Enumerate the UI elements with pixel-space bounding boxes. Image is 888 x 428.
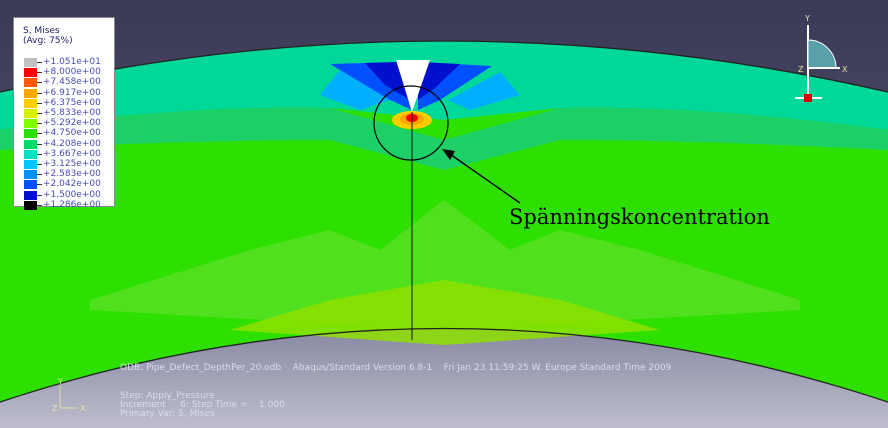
view-triad-icon[interactable]: Y X Z bbox=[790, 10, 850, 110]
legend-tick bbox=[37, 184, 42, 186]
primary-var-line: Primary Var: S, Mises bbox=[120, 409, 215, 419]
legend-swatch bbox=[24, 88, 37, 98]
small-triad-z: Z bbox=[52, 404, 58, 413]
legend-value: +8.000e+00 bbox=[43, 67, 101, 78]
legend-swatch bbox=[24, 190, 37, 200]
legend-value: +6.917e+00 bbox=[43, 87, 101, 98]
legend-swatch bbox=[24, 68, 37, 78]
legend-tick bbox=[37, 113, 42, 114]
annotation-arrowhead bbox=[442, 149, 455, 160]
legend-tick bbox=[37, 133, 42, 135]
legend-swatch bbox=[24, 98, 37, 108]
pipe-inner-edge bbox=[0, 327, 888, 403]
legend-subtitle: (Avg: 75%) bbox=[23, 36, 73, 46]
legend-swatch bbox=[24, 170, 37, 180]
legend-title: S, Mises bbox=[23, 26, 60, 36]
legend-value: +2.583e+00 bbox=[43, 169, 101, 180]
odb-info: ODB: Pipe_Defect_DepthPer_20.odb Abaqus/… bbox=[120, 363, 672, 373]
legend-swatch bbox=[24, 139, 37, 149]
legend-swatch bbox=[24, 78, 37, 88]
stress-zone-green-2 bbox=[230, 280, 660, 345]
legend-tick bbox=[37, 62, 42, 63]
notch-cyan-left bbox=[320, 70, 390, 110]
legend-tick bbox=[37, 174, 42, 176]
legend-swatch bbox=[24, 109, 37, 118]
legend-tick bbox=[37, 143, 42, 145]
legend-value: +4.750e+00 bbox=[43, 128, 101, 139]
concentration-circle bbox=[373, 85, 449, 161]
legend-swatch bbox=[24, 58, 37, 67]
legend-tick bbox=[37, 102, 42, 104]
legend-value: +7.458e+00 bbox=[43, 77, 101, 88]
legend-swatch bbox=[24, 160, 37, 169]
legend-value: +5.292e+00 bbox=[43, 118, 101, 129]
small-triad-x: X bbox=[80, 404, 86, 413]
pipe-outer-edge bbox=[0, 40, 888, 93]
legend-value: +5.833e+00 bbox=[43, 108, 101, 118]
stress-zone-teal bbox=[0, 107, 888, 170]
legend-value: +1.051e+01 bbox=[43, 57, 101, 67]
legend-tick bbox=[37, 72, 42, 74]
coordinate-axes-icon: Y X Z bbox=[52, 378, 86, 413]
legend-tick bbox=[37, 92, 42, 94]
legend-value: +6.375e+00 bbox=[43, 97, 101, 108]
step-info-block: Step: Apply_Pressure Increment 6: Step T… bbox=[120, 392, 285, 419]
legend-swatch bbox=[24, 180, 37, 190]
legend-value: +1.286e+00 bbox=[43, 199, 101, 210]
increment-line: Increment 6: Step Time = 1.000 bbox=[120, 400, 285, 410]
legend-value: +1.500e+00 bbox=[43, 189, 101, 200]
legend-tick bbox=[37, 123, 42, 125]
small-triad-y: Y bbox=[57, 378, 63, 386]
legend-value: +3.125e+00 bbox=[43, 159, 101, 169]
notch-cyan-right bbox=[448, 72, 520, 110]
triad-z-label: Z bbox=[798, 65, 804, 74]
legend-tick bbox=[37, 153, 42, 155]
legend-value: +3.667e+00 bbox=[43, 148, 101, 159]
legend-value: +2.042e+00 bbox=[43, 179, 101, 190]
annotation-label: Spänningskoncentration bbox=[509, 205, 770, 229]
legend-tick bbox=[37, 82, 42, 84]
legend-tick bbox=[37, 164, 42, 165]
legend-swatch bbox=[24, 119, 37, 129]
triad-y-label: Y bbox=[804, 14, 810, 23]
triad-x-label: X bbox=[842, 65, 848, 74]
step-line: Step: Apply_Pressure bbox=[120, 391, 215, 401]
stress-zone-green-1 bbox=[90, 200, 800, 330]
legend-swatch bbox=[24, 129, 37, 139]
legend-tick bbox=[37, 204, 42, 206]
annotation-arrow bbox=[446, 151, 521, 204]
legend-swatch bbox=[24, 200, 37, 210]
legend-swatch bbox=[24, 149, 37, 159]
contour-legend: S, Mises (Avg: 75%) +1.051e+01 +8.000e+00… bbox=[13, 17, 115, 210]
legend-value: +4.208e+00 bbox=[43, 138, 101, 149]
legend-tick bbox=[37, 194, 42, 196]
notch-deepblue-left bbox=[365, 62, 410, 100]
